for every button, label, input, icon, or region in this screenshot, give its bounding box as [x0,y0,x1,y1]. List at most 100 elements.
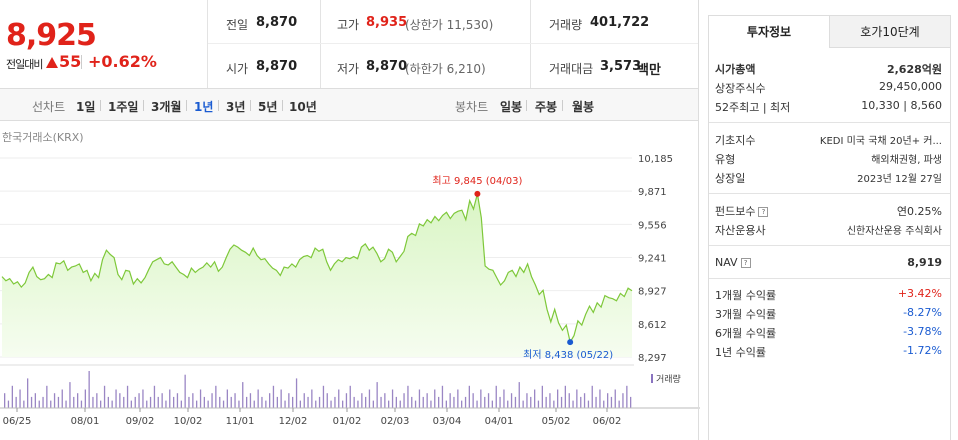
volume-bar [149,396,152,408]
nav-value: 8,919 [907,256,942,269]
volume-bar [242,382,244,408]
open-value: 8,870 [256,59,298,74]
volume-bar [334,396,336,408]
candle-chart-label: 봉차트 [455,100,489,114]
volume-bar [38,400,40,408]
volume-bar [472,393,474,408]
volume-bar [249,393,252,408]
volume-bar [384,393,386,408]
volume-bar [495,385,497,408]
volume-bar [165,400,167,408]
volume-bar [265,400,267,408]
toolbar-divider [218,100,219,111]
volume-bar [534,389,536,408]
period-5y[interactable]: 5년 [258,100,278,114]
volume-bar [418,389,421,408]
volume-bar [153,385,156,408]
volume-bar [238,400,240,408]
volume-bar [23,400,25,408]
volume-bar [261,396,263,408]
prev-close-label: 전일 [226,18,249,32]
volume-legend-swatch [651,374,653,383]
tab-order-book[interactable]: 호가10단계 [829,16,950,48]
high-value: 8,935 [366,15,408,30]
period-1w[interactable]: 1주일 [108,100,139,114]
y-tick-label: 9,556 [638,220,667,231]
period-10y[interactable]: 10년 [289,100,317,114]
volume-bar [507,400,509,408]
volume-bar [411,396,413,408]
volume-bar [583,393,586,408]
volume-bar [499,396,501,408]
return-label: 3개월 수익률 [715,308,777,321]
volume-bar [603,400,605,408]
volume-bar [4,393,6,408]
market-cap-label: 시가총액 [715,63,756,76]
chart-toolbar: 선차트 1일 1주일 3개월 1년 3년 5년 10년 봉차트 일봉 주봉 월봉 [0,88,698,121]
y-axis: 10,185 9,871 9,556 9,241 8,927 8,612 8,297 [638,154,673,364]
week52-value: 10,330 | 8,560 [861,99,942,112]
x-tick-label: 02/03 [381,416,410,427]
volume-bar [461,400,463,408]
volume-bar [69,382,71,408]
volume-bar [176,393,179,408]
volume-bar [503,389,505,408]
volume-bar [464,396,467,408]
tab-investment-info[interactable]: 투자정보 [709,16,829,48]
candle-weekly[interactable]: 주봉 [535,100,558,114]
volume-bar [100,400,102,408]
y-tick-label: 9,241 [638,254,667,265]
volume-bar [399,400,401,408]
listed-date-label: 상장일 [715,172,746,185]
period-3m[interactable]: 3개월 [151,100,182,114]
toolbar-divider [250,100,251,111]
volume-bar [549,393,551,408]
x-tick-label: 08/01 [71,416,100,427]
change-value: 55 [59,52,82,71]
volume-bar [269,393,271,408]
investment-panel: 투자정보 호가10단계 시가총액 2,628억원 상장주식수 29,450,00… [708,15,951,440]
volume-bar [595,396,597,408]
volume-bar [518,382,520,408]
y-tick-label: 10,185 [638,154,673,165]
return-label: 1년 수익률 [715,346,766,359]
volume-bar [526,393,528,408]
return-value: -8.27% [903,306,942,319]
volume-bar [361,393,363,408]
x-tick-label: 05/02 [542,416,571,427]
volume-bar [42,396,44,408]
volume-bar [134,396,136,408]
volume-bar [414,400,417,408]
period-1d[interactable]: 1일 [76,100,96,114]
volume-bar [130,400,132,408]
return-value: -1.72% [903,344,942,357]
volume-bar [326,393,328,408]
help-icon[interactable]: ? [758,207,769,217]
period-1y[interactable]: 1년 [194,100,214,114]
period-3y[interactable]: 3년 [226,100,246,114]
candle-daily[interactable]: 일봉 [500,100,523,114]
price-chart[interactable]: 한국거래소(KRX) 10,185 9,871 9,556 9,241 8,927 8,6… [0,121,700,440]
volume-bar [7,400,10,408]
volume-bar [180,400,182,408]
change-percent: +0.62% [88,52,157,71]
volume-bar [65,400,67,408]
x-tick-label: 11/01 [226,416,255,427]
volume-bar [53,393,56,408]
week52-label: 52주최고 | 최저 [715,101,791,114]
volume-bar [80,400,83,408]
volume-bar [15,396,17,408]
fund-type-label: 유형 [715,153,736,166]
volume-bar [123,396,125,408]
toolbar-divider [100,100,101,111]
volume-bar [468,385,470,408]
x-tick-label: 01/02 [333,416,362,427]
candle-monthly[interactable]: 월봉 [572,100,595,114]
volume-bar [614,389,616,408]
volume-bar [422,396,424,408]
price-line [1,193,633,344]
stats-divider [530,0,531,88]
help-icon[interactable]: ? [740,258,751,268]
volume-bar [476,400,478,408]
week52-low: 8,560 [910,99,943,112]
